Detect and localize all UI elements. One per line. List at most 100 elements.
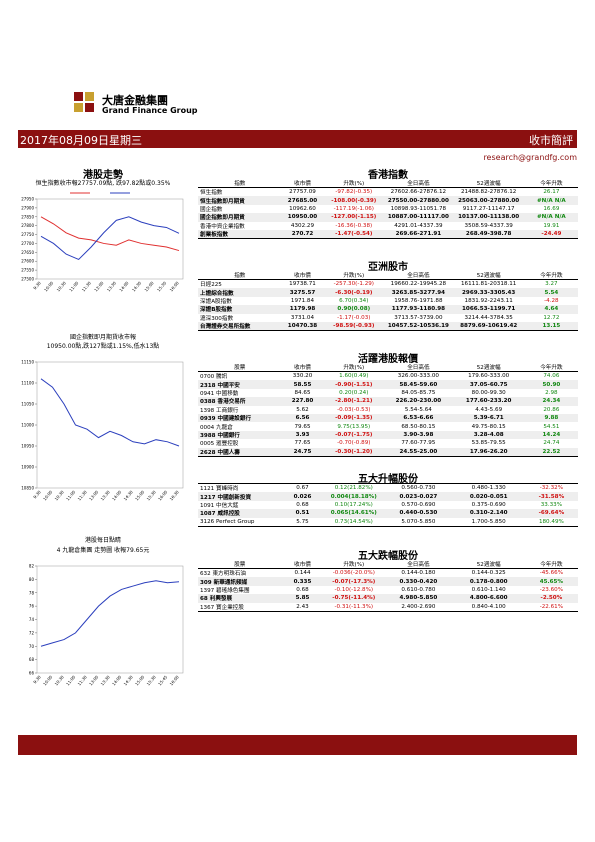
header-cell: 指數 [198, 271, 282, 280]
table-cell: 27602.66-27876.12 [390, 189, 447, 196]
x-tick-label: 9:30 [32, 674, 42, 684]
y-tick-label: 78 [29, 590, 35, 595]
table-cell: 269.66-271.91 [384, 229, 453, 240]
table-cell: 1217 中國創新投資 [198, 492, 282, 501]
table-cell: 10887.00-11117.00 [384, 213, 453, 222]
header-cell: 股票 [198, 363, 282, 372]
table-cell: -45.66% [539, 570, 564, 577]
x-tick-label: 13:00 [88, 489, 100, 501]
table-cell: 58.55 [281, 380, 324, 389]
table-cell: 3508.59-4337.39 [464, 222, 513, 229]
table-cell: 0388 香港交易所 [198, 397, 282, 406]
table-title: 香港指數 [368, 170, 408, 181]
y-tick-label: 74 [29, 617, 35, 622]
table-cell: 0.020-0.051 [452, 492, 525, 501]
x-tick-label: 10:30 [54, 489, 66, 501]
table-cell: 180.49% [524, 517, 578, 527]
table-cell: -31.58% [524, 492, 578, 501]
logo-icon [74, 92, 94, 112]
chart: 27500 27550 27600 27650 27700 27750 27800 27850… [21, 192, 184, 292]
table-cell: 上證綜合指數 [198, 288, 282, 297]
table-cell: 0.570-0.690 [401, 501, 436, 508]
table-row: 台灣證券交易所指數 10470.38 -98.59(-0.93) 10457.52-1… [198, 321, 578, 332]
x-tick-label: 10:30 [56, 280, 68, 292]
table-row: 滬深300指數 3731.04 -1.17(-0.03) 3713.57-3739.0… [198, 314, 578, 322]
table-cell: 9.88 [524, 413, 578, 423]
table-cell: 26.17 [543, 189, 560, 196]
y-tick-label: 68 [29, 657, 35, 662]
table-cell: 3.93 [281, 430, 324, 440]
table-cell: 20.86 [543, 406, 560, 413]
table-cell: 58.45-59.60 [384, 380, 453, 389]
table-cell: 54.51 [543, 423, 560, 430]
table-cell: 深證B股指數 [198, 305, 282, 314]
table-cell: -0.07(-1.75) [323, 430, 385, 440]
table-cell: 3126 Perfect Group [198, 517, 282, 527]
data-table: 股票 收市價 升跌(%) 全日高低 52週波幅 今年升跌 632 東方明珠石油 0.144 -0… [198, 560, 578, 612]
table-cell: 8879.69-10619.42 [452, 321, 525, 332]
table-row: 創業板指數 270.72 -1.47(-0.54) 269.66-271.91 268.… [198, 229, 578, 240]
table-cell: 24.75 [281, 447, 324, 457]
table-cell: -1.17(-0.03) [337, 314, 371, 321]
table-cell: 16111.81-20318.11 [460, 281, 517, 288]
x-tick-label: 15:45 [157, 674, 169, 686]
table-row: 3988 中國銀行 3.93 -0.07(-1.75) 3.90-3.98 3.28-4… [198, 430, 578, 440]
table-cell: 1179.98 [281, 305, 324, 314]
table-body: 0700 騰訊 330.20 1.60(0.49) 326.00-333.00 179.… [198, 372, 578, 457]
data-table: 指數 收市價 升跌(%) 全日高低 52週波幅 今年升跌 日經225 19738.71 -257… [198, 271, 578, 332]
table-row: 0939 中國建設銀行 6.56 -0.09(-1.35) 6.53-6.66 5.39… [198, 413, 578, 423]
header-cell: 收市價 [281, 271, 324, 280]
table-cell: 5.54 [524, 288, 578, 297]
x-tick-label: 16:30 [169, 489, 181, 501]
x-tick-label: 10:00 [42, 674, 54, 686]
table-cell: 0005 滙豐控股 [200, 441, 239, 448]
table-cell: 5.62 [296, 406, 309, 413]
table-cell: 0.68 [296, 586, 309, 593]
top-banner: 2017年08月09日星期三 收市簡評 [18, 130, 577, 148]
x-tick-label: 10:30 [54, 674, 66, 686]
table-cell: -0.03(-0.53) [337, 406, 371, 413]
table-cell: 22.52 [524, 447, 578, 457]
table-cell: -0.30(-1.20) [323, 447, 385, 457]
table-cell: 268.49-398.78 [452, 229, 525, 240]
table-cell: 270.72 [281, 229, 324, 240]
table-cell: 4.43-5.69 [475, 406, 503, 413]
table-cell: 1087 威訊控股 [198, 509, 282, 518]
table-cell: 10470.38 [281, 321, 324, 332]
chart-title: 恒生指數收市報27757.09點, 跌97.82點或0.35% [35, 180, 171, 187]
table-cell: 74.06 [543, 373, 560, 380]
table-cell: 632 東方明珠石油 [200, 571, 247, 578]
table-cell: 2.43 [281, 602, 324, 612]
table-cell: 226.20-230.00 [384, 397, 453, 406]
table-cell: 177.60-233.20 [452, 397, 525, 406]
table-row: 國企指數即月期貨 10950.00 -127.00(-1.15) 10887.00-1… [198, 213, 578, 222]
x-tick-label: 16:00 [157, 489, 169, 501]
y-tick-label: 11100 [21, 381, 34, 386]
table-cell: 16.69 [543, 205, 560, 212]
header-cell: 收市價 [281, 179, 324, 188]
table-cell: -0.31(-11.3%) [323, 602, 385, 612]
y-tick-label: 11000 [21, 423, 34, 428]
table-cell: 6.56 [281, 413, 324, 423]
table-cell: 0.68 [296, 501, 309, 508]
table-cell: 國企指數 [200, 206, 223, 213]
table-cell: 5.85 [281, 594, 324, 603]
table-cell: 0.310-2.140 [452, 509, 525, 518]
table-row: 68 利興發展 5.85 -0.75(-11.4%) 4.980-5.850 4.800… [198, 594, 578, 603]
table-head: 股票 收市價 升跌(%) 全日高低 52週波幅 今年升跌 [198, 560, 578, 569]
table-cell: 0.480-1.330 [471, 485, 506, 492]
table-cell: -108.00(-0.39) [323, 196, 385, 205]
y-tick-label: 66 [29, 671, 35, 676]
y-tick-label: 27650 [21, 250, 34, 255]
table-cell: 68 利興發展 [198, 594, 282, 603]
y-tick-label: 11150 [21, 360, 34, 365]
line-series [40, 216, 180, 252]
table-cell: 0.10(17.24%) [334, 501, 373, 508]
table-cell: -0.90(-1.51) [323, 380, 385, 389]
table-cell: 37.05-60.75 [452, 380, 525, 389]
table-cell: 10457.52-10536.19 [384, 321, 453, 332]
y-tick-label: 70 [29, 644, 35, 649]
header-cell: 升跌(%) [323, 560, 385, 569]
table-cell: 6.53-6.66 [384, 413, 453, 423]
table-cell: 2628 中國人壽 [198, 447, 282, 457]
